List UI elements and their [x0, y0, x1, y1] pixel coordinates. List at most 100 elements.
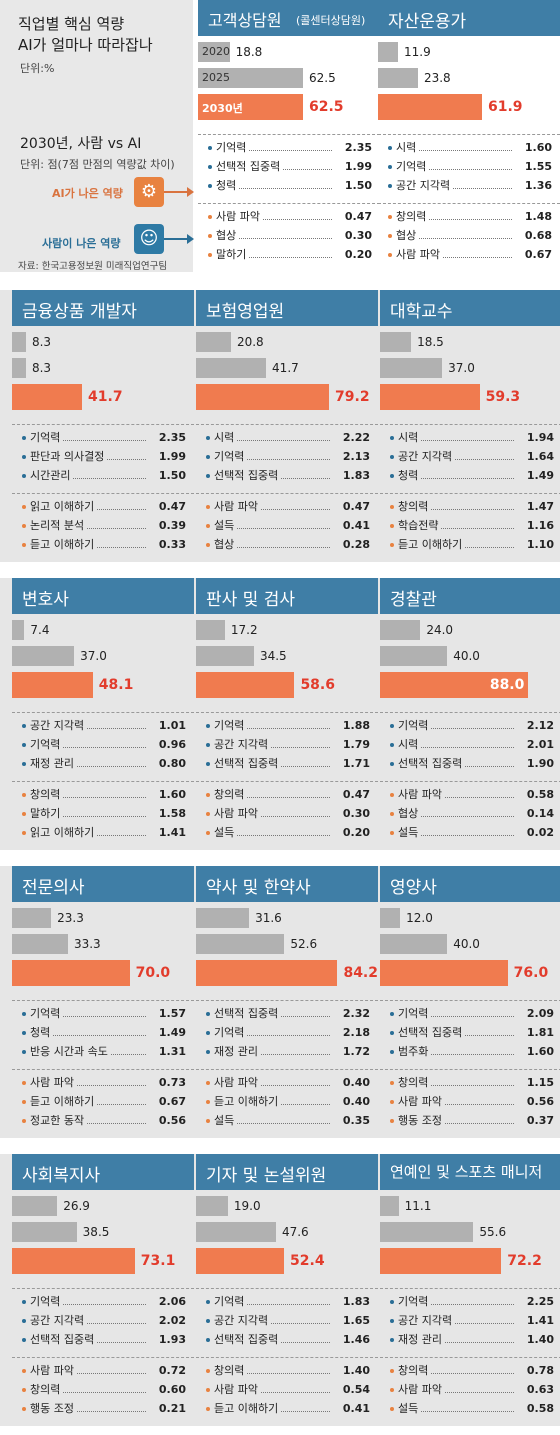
ability-name: 창의력 [214, 786, 247, 804]
value-label-2020: 18.5 [417, 335, 444, 349]
ability-name: 기억력 [216, 139, 249, 157]
ai-ability-row: 공간 지각력 1.64 [390, 448, 554, 466]
bullet-icon [206, 1081, 210, 1085]
ability-name: 협상 [396, 227, 419, 245]
unit-label-2: 단위: 점(7점 만점의 역량값 차이) [20, 158, 175, 171]
human-ability-row: 사람 파악 0.30 [206, 805, 370, 823]
ability-score: 1.88 [342, 719, 370, 732]
bar-2020 [196, 332, 231, 352]
bullet-icon [206, 1012, 210, 1016]
value-label-2020: 23.3 [57, 911, 84, 925]
dot-leader [30, 1373, 146, 1374]
human-ability-row: 창의력 1.15 [390, 1074, 554, 1092]
bullet-icon [206, 831, 210, 835]
job-header: 고객상담원 (콜센터상담원) [198, 0, 380, 36]
dot-leader [30, 747, 146, 748]
ability-name: 사람 파악 [398, 1381, 444, 1399]
ability-score: 1.49 [158, 1026, 186, 1039]
dot-leader [30, 1085, 146, 1086]
ai-better-label: AI가 나은 역량 [52, 187, 123, 200]
bullet-icon [206, 436, 210, 440]
ability-score: 0.72 [158, 1364, 186, 1377]
ability-score: 0.37 [526, 1114, 554, 1127]
value-label-2020: 17.2 [230, 623, 258, 637]
dot-leader [216, 188, 332, 189]
ability-name: 재정 관리 [398, 1331, 444, 1349]
divider [196, 712, 378, 713]
intro-box: 직업별 핵심 역량 AI가 얼마나 따라잡나 단위:% 2030년, 사람 vs… [0, 0, 194, 272]
ability-score: 1.55 [524, 160, 552, 173]
dot-leader [30, 1323, 146, 1324]
ability-score: 1.46 [342, 1333, 370, 1346]
dot-leader [214, 440, 330, 441]
bullet-icon [22, 1388, 26, 1392]
bullet-icon [390, 505, 394, 509]
dot-leader [398, 509, 514, 510]
bullet-icon [390, 1012, 394, 1016]
ability-score: 0.20 [342, 826, 370, 839]
ability-name: 청력 [216, 177, 239, 195]
bar-2025 [12, 646, 75, 666]
divider [12, 1288, 194, 1289]
job-title: 대학교수 [390, 302, 453, 322]
ability-name: 협상 [216, 227, 239, 245]
job-header: 영양사 [380, 866, 560, 902]
ability-name: 설득 [398, 824, 421, 842]
ability-score: 1.83 [342, 1295, 370, 1308]
divider [12, 712, 194, 713]
ability-name: 듣고 이해하기 [214, 1400, 281, 1418]
bullet-icon [390, 1300, 394, 1304]
human-ability-row: 사람 파악 0.63 [390, 1381, 554, 1399]
ability-name: 사람 파악 [214, 498, 260, 516]
bullet-icon [22, 1319, 26, 1323]
job-title: 고객상담원 [208, 11, 282, 30]
bullet-icon [390, 724, 394, 728]
bullet-icon [390, 1388, 394, 1392]
ability-name: 공간 지각력 [396, 177, 453, 195]
ai-ability-row: 기억력 1.55 [388, 158, 552, 176]
bullet-icon [388, 184, 392, 188]
ability-score: 2.12 [526, 719, 554, 732]
dot-leader [216, 257, 332, 258]
ability-name: 선택적 집중력 [214, 1005, 281, 1023]
ai-better-list: 시력 1.94 공간 지각력 1.64 청력 1.49 [380, 429, 560, 489]
ai-ability-row: 시력 2.01 [390, 736, 554, 754]
bar-2030 [198, 94, 303, 120]
dot-leader [398, 1342, 514, 1343]
ability-name: 창의력 [398, 1362, 431, 1380]
job-header: 변호사 [12, 578, 194, 614]
job-header: 사회복지사 [12, 1154, 194, 1190]
dot-leader [214, 1054, 330, 1055]
ability-score: 1.60 [526, 1045, 554, 1058]
human-ability-row: 협상 0.30 [208, 227, 372, 245]
ability-name: 시력 [214, 429, 237, 447]
value-label-2025: 37.0 [80, 649, 107, 663]
value-label-2020: 19.0 [233, 1199, 261, 1213]
ability-name: 협상 [398, 805, 421, 823]
ai-ability-row: 판단과 의사결정 1.99 [22, 448, 186, 466]
bar-2025 [380, 1222, 474, 1242]
bar-2030 [12, 1248, 135, 1274]
source-note: 자료: 한국고용정보원 미래직업연구팀 [18, 261, 168, 272]
value-label-2030: 84.2 [343, 965, 378, 981]
job-title: 전문의사 [22, 878, 85, 898]
bullet-icon [22, 724, 26, 728]
divider [12, 424, 194, 425]
bar-2025 [378, 68, 418, 88]
ability-score: 0.28 [342, 538, 370, 551]
ai-ability-row: 공간 지각력 1.01 [22, 717, 186, 735]
bullet-icon [22, 743, 26, 747]
job-title: 보험영업원 [206, 302, 285, 322]
bar-2025 [198, 68, 303, 88]
bar-2020 [380, 620, 421, 640]
ability-score: 1.48 [524, 210, 552, 223]
ai-ability-row: 기억력 2.13 [206, 448, 370, 466]
ability-score: 0.56 [158, 1114, 186, 1127]
ability-name: 듣고 이해하기 [30, 536, 97, 554]
human-ability-row: 행동 조정 0.21 [22, 1400, 186, 1418]
ai-ability-row: 시력 2.22 [206, 429, 370, 447]
job-title: 기자 및 논설위원 [206, 1166, 327, 1186]
human-ability-row: 설득 0.20 [206, 824, 370, 842]
ability-name: 공간 지각력 [214, 736, 271, 754]
dot-leader [30, 766, 146, 767]
